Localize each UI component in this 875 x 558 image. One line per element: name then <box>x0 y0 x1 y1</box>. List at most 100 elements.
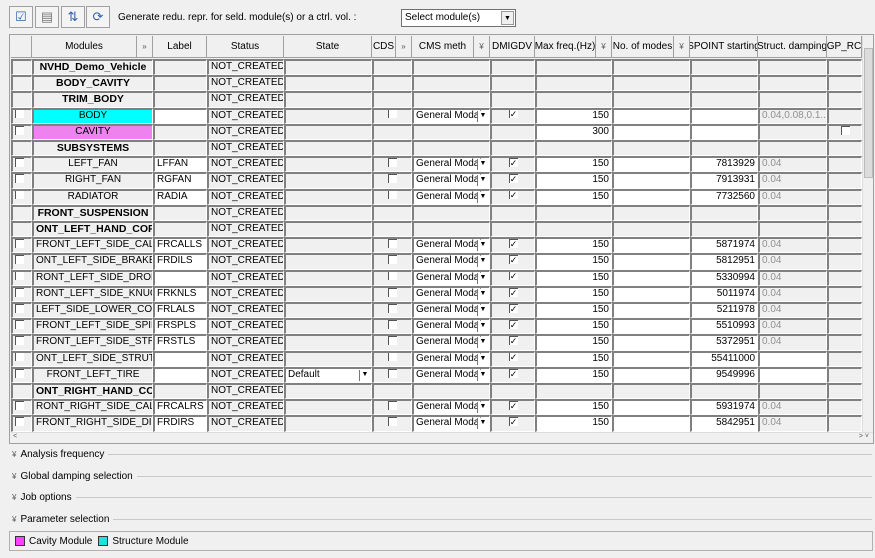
spoint-cell[interactable] <box>690 123 758 140</box>
num-modes-cell[interactable] <box>612 107 690 124</box>
dmigdv-cell[interactable]: ✓ <box>490 172 535 189</box>
dmigdv-checkbox[interactable]: ✓ <box>508 401 518 412</box>
spoint-cell[interactable]: 5211978 <box>690 302 758 319</box>
row-checkbox[interactable] <box>15 239 24 249</box>
table-row[interactable]: RONT_RIGHT_SIDE_CALIPEFRCALRSNOT_CREATED… <box>11 399 862 416</box>
label-cell[interactable]: RADIA <box>153 188 207 205</box>
struct-damping-cell[interactable] <box>758 366 827 383</box>
cds-cell[interactable] <box>372 237 412 254</box>
num-modes-cell[interactable] <box>612 253 690 270</box>
column-header[interactable]: Label <box>153 36 207 58</box>
label-cell[interactable]: FRSPLS <box>153 318 207 335</box>
max-freq-cell[interactable]: 150 <box>535 334 612 351</box>
cds-checkbox[interactable] <box>388 190 397 200</box>
table-row[interactable]: ONT_LEFT_HAND_CORN NOT_CREATED <box>11 221 862 238</box>
column-header[interactable]: Modules <box>32 36 137 58</box>
dmigdv-cell[interactable]: ✓ <box>490 285 535 302</box>
expand-chevron-icon[interactable]: ¥ <box>12 514 17 524</box>
cds-checkbox[interactable] <box>388 174 397 184</box>
row-select-cell[interactable] <box>11 188 32 205</box>
table-row[interactable]: CAVITY NOT_CREATED 300 <box>11 123 862 140</box>
cds-cell[interactable] <box>372 415 412 432</box>
dmigdv-checkbox[interactable]: ✓ <box>508 352 518 363</box>
swap-selection-icon[interactable]: ⇅ <box>61 6 85 28</box>
collapsible-section[interactable]: ¥ Analysis frequency <box>12 447 872 461</box>
table-row[interactable]: FRONT_LEFT_SIDE_STRUTFRSTLSNOT_CREATED Ge… <box>11 334 862 351</box>
dmigdv-checkbox[interactable]: ✓ <box>508 368 518 379</box>
label-cell[interactable] <box>153 107 207 124</box>
cms-method-select[interactable]: General Modal ▼ <box>412 172 490 189</box>
row-select-cell[interactable] <box>11 237 32 254</box>
row-checkbox[interactable] <box>15 368 24 378</box>
column-header[interactable]: SPOINT starting <box>690 36 758 58</box>
label-cell[interactable] <box>153 269 207 286</box>
row-checkbox[interactable] <box>15 174 24 184</box>
cds-cell[interactable] <box>372 285 412 302</box>
label-cell[interactable]: LFFAN <box>153 156 207 173</box>
row-select-cell[interactable] <box>11 123 32 140</box>
table-row[interactable]: FRONT_LEFT_SIDE_SPINDLIFRSPLSNOT_CREATED… <box>11 318 862 335</box>
row-checkbox[interactable] <box>15 320 24 330</box>
label-cell[interactable] <box>153 350 207 367</box>
spoint-cell[interactable] <box>690 107 758 124</box>
cms-method-select[interactable]: General Modal ▼ <box>412 285 490 302</box>
column-header[interactable]: » <box>137 36 153 58</box>
row-checkbox[interactable] <box>15 190 24 200</box>
num-modes-cell[interactable] <box>612 188 690 205</box>
dmigdv-cell[interactable]: ✓ <box>490 415 535 432</box>
column-header[interactable]: DMIGDV <box>490 36 535 58</box>
cds-checkbox[interactable] <box>388 271 397 281</box>
cds-cell[interactable] <box>372 269 412 286</box>
cds-cell[interactable] <box>372 318 412 335</box>
num-modes-cell[interactable] <box>612 285 690 302</box>
dmigdv-checkbox[interactable]: ✓ <box>508 239 518 250</box>
cds-checkbox[interactable] <box>388 255 397 265</box>
cms-method-select[interactable]: General Modal ▼ <box>412 318 490 335</box>
cds-cell[interactable] <box>372 334 412 351</box>
column-header[interactable]: ¥ <box>596 36 612 58</box>
spoint-cell[interactable]: 5842951 <box>690 415 758 432</box>
gp-rc-cell[interactable] <box>827 123 862 140</box>
table-row[interactable]: BODY NOT_CREATED General Modal ▼ ✓ 150 0.04,0.… <box>11 107 862 124</box>
table-row[interactable]: ONT_LEFT_SIDE_BRAKE_DFRDILSNOT_CREATED Ge… <box>11 253 862 270</box>
table-row[interactable]: TRIM_BODY NOT_CREATED <box>11 91 862 108</box>
cds-checkbox[interactable] <box>388 304 397 313</box>
row-checkbox[interactable] <box>15 255 24 265</box>
gp-rc-checkbox[interactable] <box>840 125 850 135</box>
column-header[interactable]: State <box>284 36 372 58</box>
dmigdv-cell[interactable]: ✓ <box>490 188 535 205</box>
cds-checkbox[interactable] <box>388 320 397 330</box>
spoint-cell[interactable]: 5931974 <box>690 399 758 416</box>
column-header[interactable]: CMS meth <box>412 36 474 58</box>
row-checkbox[interactable] <box>15 109 24 119</box>
row-select-cell[interactable] <box>11 318 32 335</box>
collapsible-section[interactable]: ¥ Global damping selection <box>12 469 872 483</box>
dmigdv-cell[interactable]: ✓ <box>490 318 535 335</box>
row-select-cell[interactable] <box>11 350 32 367</box>
spoint-cell[interactable]: 7813929 <box>690 156 758 173</box>
row-select-cell[interactable] <box>11 253 32 270</box>
cms-method-select[interactable]: General Modal ▼ <box>412 415 490 432</box>
spoint-cell[interactable]: 5372951 <box>690 334 758 351</box>
cds-checkbox[interactable] <box>388 109 397 119</box>
struct-damping-cell[interactable] <box>758 350 827 367</box>
table-row[interactable]: LEFT_SIDE_LOWER_CONTFFRLALSNOT_CREATED Ge… <box>11 302 862 319</box>
label-cell[interactable]: FRCALRS <box>153 399 207 416</box>
cds-checkbox[interactable] <box>388 336 397 346</box>
max-freq-cell[interactable]: 150 <box>535 253 612 270</box>
column-header[interactable]: » <box>396 36 412 58</box>
row-select-cell[interactable] <box>11 172 32 189</box>
row-checkbox[interactable] <box>15 417 24 427</box>
spoint-cell[interactable]: 9549996 <box>690 366 758 383</box>
num-modes-cell[interactable] <box>612 366 690 383</box>
table-row[interactable]: NVHD_Demo_Vehicle NOT_CREATED <box>11 59 862 76</box>
row-select-cell[interactable] <box>11 415 32 432</box>
max-freq-cell[interactable]: 150 <box>535 269 612 286</box>
table-row[interactable]: FRONT_LEFT_TIRE NOT_CREATED Default ▼ Genera… <box>11 366 862 383</box>
row-select-cell[interactable] <box>11 302 32 319</box>
max-freq-cell[interactable]: 150 <box>535 237 612 254</box>
row-checkbox[interactable] <box>15 158 24 168</box>
deselect-all-icon[interactable]: ▤ <box>35 6 59 28</box>
row-checkbox[interactable] <box>15 125 24 135</box>
max-freq-cell[interactable]: 150 <box>535 366 612 383</box>
